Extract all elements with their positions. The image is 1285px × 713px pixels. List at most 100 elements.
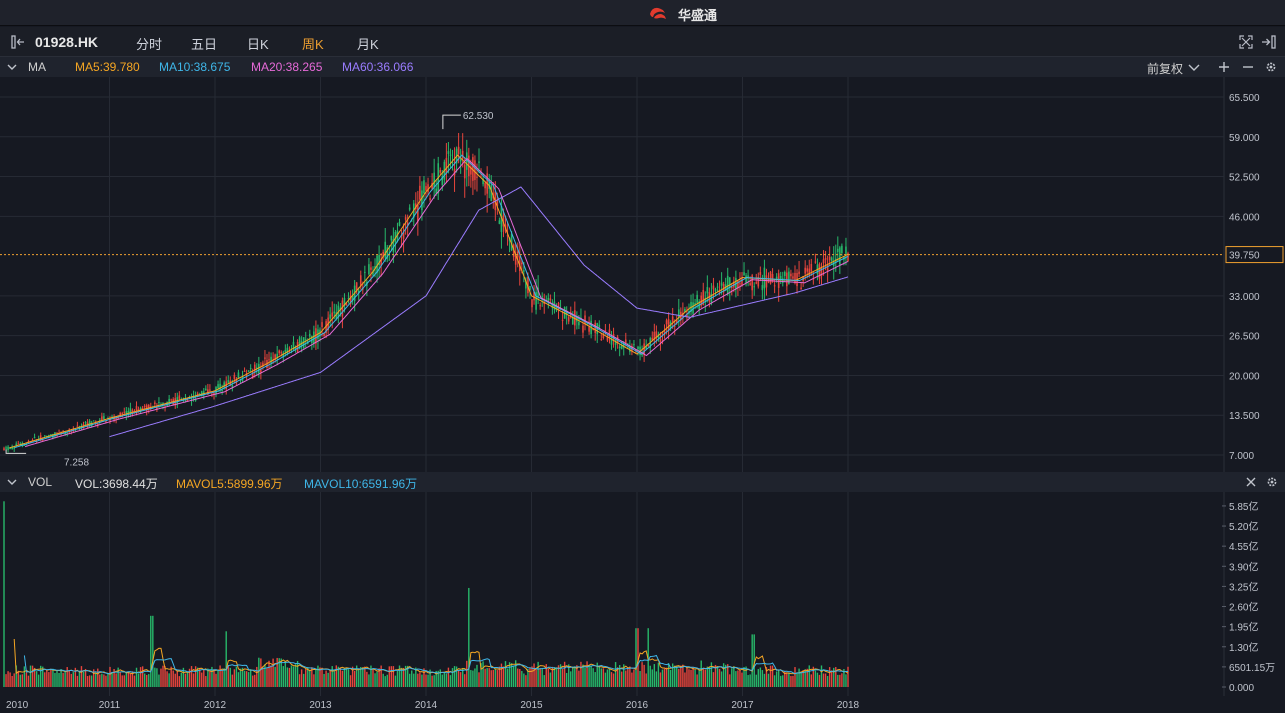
volume-bar — [99, 674, 101, 687]
volume-bar — [300, 669, 303, 687]
volume-bar — [23, 666, 26, 687]
volume-bar — [502, 666, 505, 687]
volume-bar — [517, 668, 519, 687]
volume-bar — [168, 673, 170, 687]
candle-body — [382, 251, 384, 258]
volume-bar — [839, 674, 841, 687]
candle-body — [465, 152, 468, 170]
volume-bar — [802, 670, 804, 687]
candle-body — [629, 346, 631, 352]
candle-body — [576, 316, 578, 322]
panel-toggle-icon[interactable] — [11, 35, 27, 49]
candle-body — [531, 299, 533, 308]
ma-label[interactable]: MA — [28, 60, 46, 74]
candle-body — [43, 435, 46, 437]
volume-bar — [447, 667, 450, 687]
candle-body — [311, 336, 313, 343]
volume-bar — [394, 675, 397, 687]
tab-weekly-k[interactable]: 周K — [302, 37, 324, 52]
volume-bar — [70, 673, 72, 687]
volume-bar — [441, 674, 444, 687]
close-icon[interactable] — [1245, 476, 1257, 488]
tab-intraday[interactable]: 分时 — [136, 37, 163, 52]
volume-bar — [682, 664, 684, 687]
candle-body — [292, 341, 295, 350]
candle-body — [525, 280, 527, 289]
candle-body — [751, 275, 753, 291]
volume-bar — [608, 668, 611, 687]
high-marker-label: 62.530 — [463, 111, 494, 122]
mavol5-line — [13, 638, 849, 675]
volume-bar — [835, 666, 837, 687]
time-axis-label: 2014 — [415, 700, 438, 711]
candle-body — [741, 278, 743, 286]
candle-body — [384, 241, 387, 258]
candle-body — [806, 268, 809, 272]
candle-body — [781, 278, 784, 284]
candle-body — [496, 199, 499, 206]
volume-bar — [62, 672, 64, 687]
mavol10-value: MAVOL10:6591.96万 — [304, 477, 418, 491]
volume-bar — [107, 673, 109, 687]
candle-body — [23, 444, 26, 446]
candle-body — [380, 259, 382, 266]
volume-bar — [625, 670, 627, 687]
ma5-value: MA5:39.780 — [75, 60, 140, 74]
candle-body — [17, 443, 20, 445]
gear-icon[interactable] — [1265, 61, 1277, 73]
remove-indicator-icon[interactable] — [1242, 61, 1254, 73]
candle-body — [555, 306, 558, 311]
candle-body — [792, 276, 794, 279]
volume-bar — [84, 668, 87, 687]
volume-bar — [553, 667, 556, 687]
volume-bar — [480, 663, 482, 687]
volume-bar — [716, 667, 719, 687]
candle-body — [794, 272, 796, 284]
candle-body — [278, 350, 281, 354]
candle-body — [633, 344, 635, 346]
adjust-dropdown[interactable]: 前复权 — [1147, 62, 1184, 76]
price-chart[interactable]: 65.500 59.000 52.500 46.000 33.000 26.500 20.0… — [0, 77, 1285, 472]
candle-body — [117, 417, 119, 419]
volume-bar — [39, 665, 42, 687]
volume-bar — [111, 671, 113, 687]
volume-bar — [718, 668, 721, 687]
volume-bar — [368, 674, 370, 687]
volume-bar — [88, 675, 91, 687]
gear-icon[interactable] — [1266, 476, 1278, 488]
volume-bar — [574, 666, 576, 687]
volume-bar — [141, 666, 144, 687]
volume-bar — [166, 671, 168, 687]
candle-body — [417, 204, 419, 222]
volume-bar — [712, 672, 715, 687]
volume-bar — [486, 668, 488, 687]
volume-bar — [496, 670, 499, 687]
volume-bar — [612, 673, 615, 687]
candle-body — [686, 314, 688, 318]
volume-bar — [115, 673, 117, 687]
volume-bar — [280, 658, 282, 687]
volume-bar — [254, 674, 256, 687]
dock-right-icon[interactable] — [1261, 35, 1277, 49]
adjust-chevron-icon[interactable] — [1188, 61, 1200, 73]
add-indicator-icon[interactable] — [1218, 61, 1230, 73]
tab-five-day[interactable]: 五日 — [191, 37, 218, 52]
candle-body — [247, 370, 250, 372]
tab-daily-k[interactable]: 日K — [247, 37, 269, 52]
volume-bar — [512, 665, 515, 687]
candle-body — [547, 297, 550, 303]
vol-label[interactable]: VOL — [28, 475, 53, 489]
tab-monthly-k[interactable]: 月K — [357, 37, 379, 52]
candle-body — [211, 393, 213, 395]
chevron-down-icon[interactable] — [7, 478, 17, 486]
volume-bar — [321, 667, 323, 687]
volume-bar — [759, 667, 762, 687]
volume-chart[interactable]: 5.85亿 5.20亿 4.55亿 3.90亿 3.25亿 2.60亿 1.95亿 1.30亿… — [0, 492, 1285, 696]
candle-body — [268, 359, 270, 361]
candle-body — [737, 280, 739, 288]
candle-body — [700, 295, 703, 306]
volume-bar — [345, 667, 348, 687]
chevron-down-icon[interactable] — [7, 63, 17, 71]
candle-body — [510, 233, 513, 251]
fullscreen-icon[interactable] — [1239, 35, 1253, 49]
